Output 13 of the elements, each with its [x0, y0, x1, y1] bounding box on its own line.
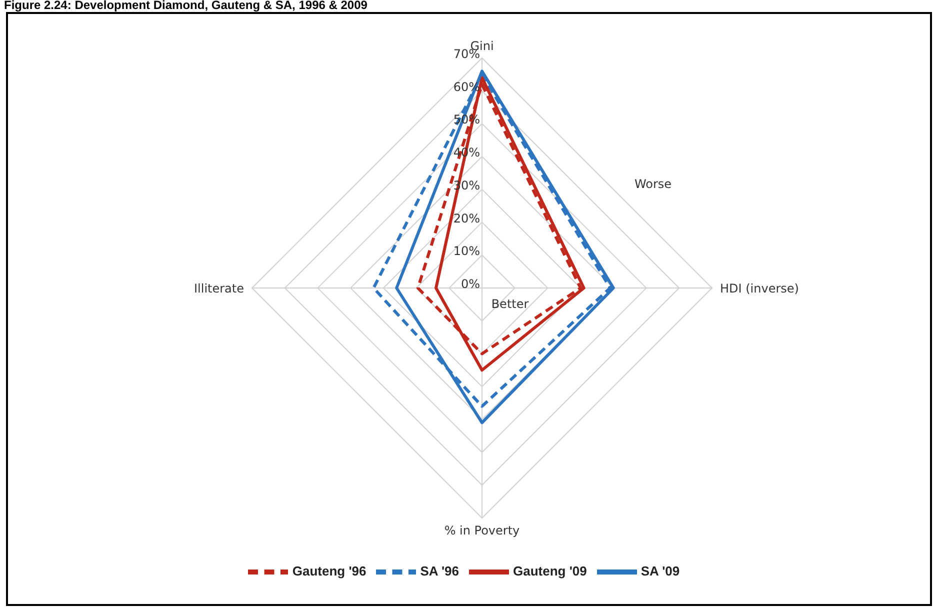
y-tick-label: 10% [453, 244, 480, 258]
text: Worse [634, 177, 672, 191]
legend-label: SA '09 [640, 563, 680, 578]
legend-label: SA '96 [420, 563, 459, 578]
legend-label: Gauteng '96 [292, 563, 366, 578]
y-tick-label: 20% [453, 211, 480, 226]
spoke-label: HDI (inverse) [720, 281, 799, 296]
chart-title: Figure 2.24: Development Diamond, Gauteng & SA, 1996 & 2009 [4, 0, 368, 12]
y-tick-label: 0% [460, 277, 480, 291]
text: Better [491, 297, 529, 311]
spoke-label: Illiterate [194, 281, 244, 296]
legend-label: Gauteng '09 [513, 563, 587, 578]
spoke-label: % in Poverty [444, 524, 520, 538]
